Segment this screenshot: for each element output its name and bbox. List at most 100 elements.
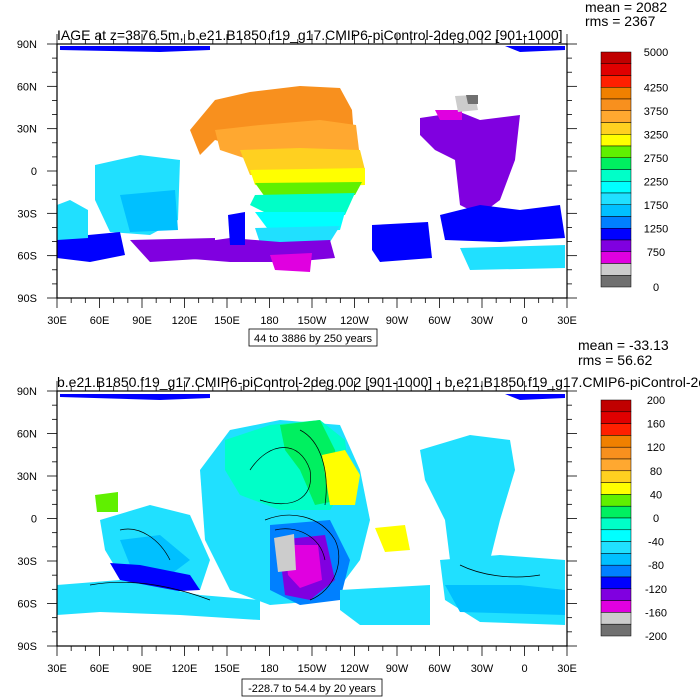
contour-line [119,528,171,561]
colorbar-box [600,612,632,625]
lon-label: 30E [47,315,67,327]
lon-label: 60E [90,663,110,675]
colorbar-label: 750 [647,247,665,259]
lon-label: 150E [214,663,240,675]
arctic-patch [505,394,565,400]
lon-label: 90W [386,315,409,327]
bottom-map: 30E 60E 90E 120E 150E 180 150W 120W 90W 60W 30W 0 30… [17,337,700,697]
colorbar-label: -200 [645,631,667,643]
top-map: 30E 60E 90E 120E 150E 180 150W 120W 90W 60W 30W 0 30… [17,0,668,347]
colorbar-label: 4250 [644,82,668,94]
pacific-teal [250,193,355,215]
colorbar-box [600,239,632,252]
top-info-box [248,328,378,347]
indian-darkblue [110,563,200,592]
colorbar-box [600,134,632,147]
indian-south-purple [130,238,215,262]
contour-line [459,564,541,578]
top-title: IAGE at z=3876.5m, b.e21.B1850.f19_g17.C… [57,27,563,43]
atlantic-lightblue [460,245,565,270]
colorbar-box [600,623,632,637]
bottom-map-ticks: 30E 60E 90E 120E 150E 180 150W 120W 90W 60W 30W 0 30… [17,381,577,675]
colorbar-box [600,458,632,472]
lon-label: 30W [471,315,494,327]
lat-label: 90N [17,386,37,398]
southern-magenta [270,253,312,272]
top-map-ticks: 30E 60E 90E 120E 150E 180 150W 120W 90W 60W 30W 0 30… [17,34,577,327]
colorbar-box [600,576,632,590]
lat-label: 30N [17,471,37,483]
atlantic-cyan [420,435,515,580]
west-cyan [57,200,88,240]
colorbar-label: 80 [650,466,662,478]
colorbar-label: -120 [645,584,667,596]
colorbar-box [600,423,632,436]
lon-label: 150E [214,315,240,327]
atlantic-blue [440,205,565,242]
colorbar-box [600,204,632,217]
bottom-rms: rms = 56.62 [578,352,653,368]
colorbar-box [600,446,632,460]
pacific-gray [274,534,296,572]
colorbar-box [600,588,632,601]
colorbar-box [600,75,632,88]
colorbar-box [600,411,632,424]
lon-label: 0 [521,315,527,327]
lon-label: 60W [428,315,451,327]
colorbar-box [600,216,632,229]
east-yellow [375,525,410,552]
colorbar-box [600,98,632,111]
pacific-yellow [240,148,365,175]
colorbar-label: 160 [647,419,665,431]
colorbar-label: -40 [648,537,664,549]
colorbar-label: 5000 [644,47,668,59]
lon-label: 90E [132,315,152,327]
lon-label: 120E [172,315,198,327]
lat-label: 30N [17,124,37,136]
lon-label: 150W [298,663,327,675]
colorbar-label: 3250 [644,129,668,141]
atlantic-darkgray [466,95,478,104]
colorbar-label: 120 [647,442,665,454]
colorbar-box [600,494,632,507]
lon-label: 30W [471,663,494,675]
lon-label: 120W [340,315,369,327]
lon-label: 120E [172,663,198,675]
pacific-south-blue [372,222,432,262]
colorbar-box [600,192,632,205]
colorbar-box [600,63,632,76]
colorbar-box [600,435,632,448]
south-pacific-lightblue [340,585,430,625]
indian-blue [120,190,178,232]
colorbar-box [600,228,632,241]
colorbar-box [600,541,632,554]
colorbar-box [600,122,632,135]
colorbar-label: 0 [653,282,659,294]
colorbar-box [600,51,632,64]
lat-label: 60N [17,429,37,441]
lon-label: 60W [428,663,451,675]
atlantic-magenta [435,110,462,120]
colorbar-box [600,564,632,578]
contour-line [264,514,340,601]
colorbar-box [600,110,632,123]
lon-label: 150W [298,315,327,327]
bottom-colorbar: 200 160 120 80 40 0 -40 -80 -120 -160 -200 [600,395,667,643]
lon-label: 120W [340,663,369,675]
colorbar-box [600,553,632,566]
colorbar-box [600,399,632,413]
colorbar-label: -80 [648,560,664,572]
pacific-green [280,420,340,505]
colorbar-label: -160 [645,607,667,619]
lon-label: 90W [386,663,409,675]
colorbar-box [600,470,632,483]
lat-label: 90S [17,293,37,305]
lat-label: 0 [31,514,37,526]
lon-label: 0 [521,663,527,675]
southern-lightblue [57,580,260,620]
lat-label: 30S [17,208,37,220]
atlantic-blue [445,585,565,615]
bottom-info-box [241,678,383,697]
indian-south-blue [57,232,125,262]
